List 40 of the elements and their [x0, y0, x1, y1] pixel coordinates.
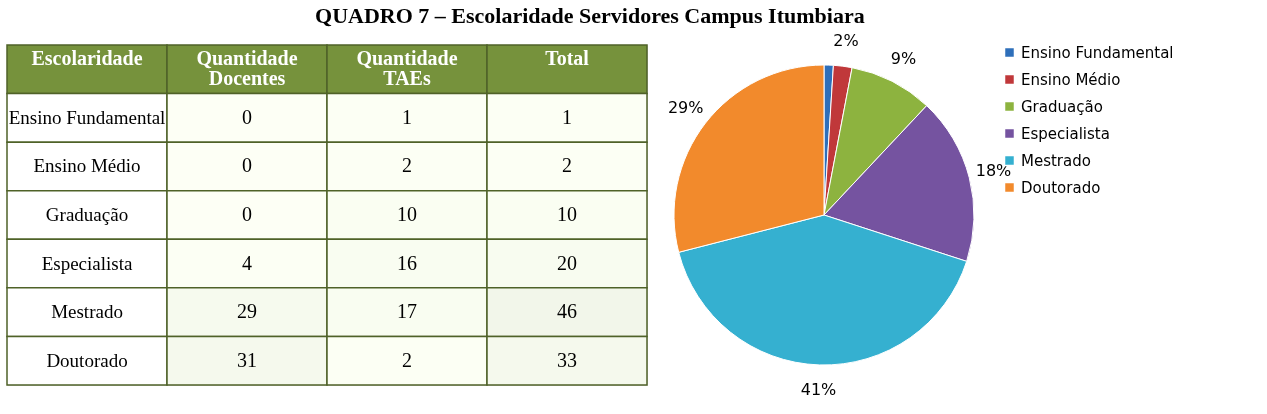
y-tick-label: Ensino Fundamental — [8, 106, 166, 128]
data-label: 16 — [397, 251, 417, 274]
data-label: 29% — [667, 97, 704, 117]
legend-label: Ensino Fundamental — [1021, 43, 1174, 62]
data-label: 2% — [833, 31, 859, 51]
data-label: 0 — [242, 105, 252, 128]
data-label: 4 — [242, 251, 252, 274]
y-tick-label: Especialista — [41, 252, 133, 274]
data-label: 18% — [975, 161, 1012, 181]
y-tick-label: Doutorado — [46, 349, 128, 371]
data-label: 2 — [562, 154, 572, 177]
y-axis-title: Escolaridade — [31, 47, 143, 70]
data-label: 2 — [402, 154, 412, 177]
data-label: 10 — [397, 203, 417, 225]
legend-label: Graduação — [1021, 97, 1103, 116]
data-label: 46 — [557, 300, 577, 323]
data-label: 9% — [890, 49, 917, 69]
y-tick-label: Ensino Médio — [33, 155, 141, 177]
x-tick-label: Total — [545, 47, 590, 70]
legend-label: Especialista — [1021, 124, 1110, 143]
data-label: 17 — [397, 300, 417, 323]
data-label: 1 — [402, 105, 412, 128]
y-tick-label: Graduação — [45, 204, 129, 225]
legend-label: Mestrado — [1021, 151, 1091, 170]
x-tick-label: Quantidade TAEs — [356, 47, 458, 90]
data-label: 31 — [237, 348, 257, 371]
chart-title: QUADRO 7 – Escolaridade Servidores Campus Itumbiara — [315, 3, 865, 29]
legend-label: Ensino Médio — [1021, 70, 1121, 89]
data-label: 0 — [242, 203, 252, 225]
data-label: 41% — [800, 379, 837, 399]
data-label: 2 — [402, 348, 412, 371]
data-label: 1 — [562, 105, 572, 128]
data-label: 10 — [557, 203, 577, 225]
legend-label: Doutorado — [1021, 178, 1101, 197]
data-label: 29 — [237, 300, 257, 323]
data-label: 20 — [557, 251, 577, 274]
x-tick-label: Quantidade Docentes — [196, 47, 298, 90]
data-label: 0 — [242, 154, 252, 177]
y-tick-label: Mestrado — [51, 301, 123, 323]
data-label: 33 — [557, 348, 577, 371]
